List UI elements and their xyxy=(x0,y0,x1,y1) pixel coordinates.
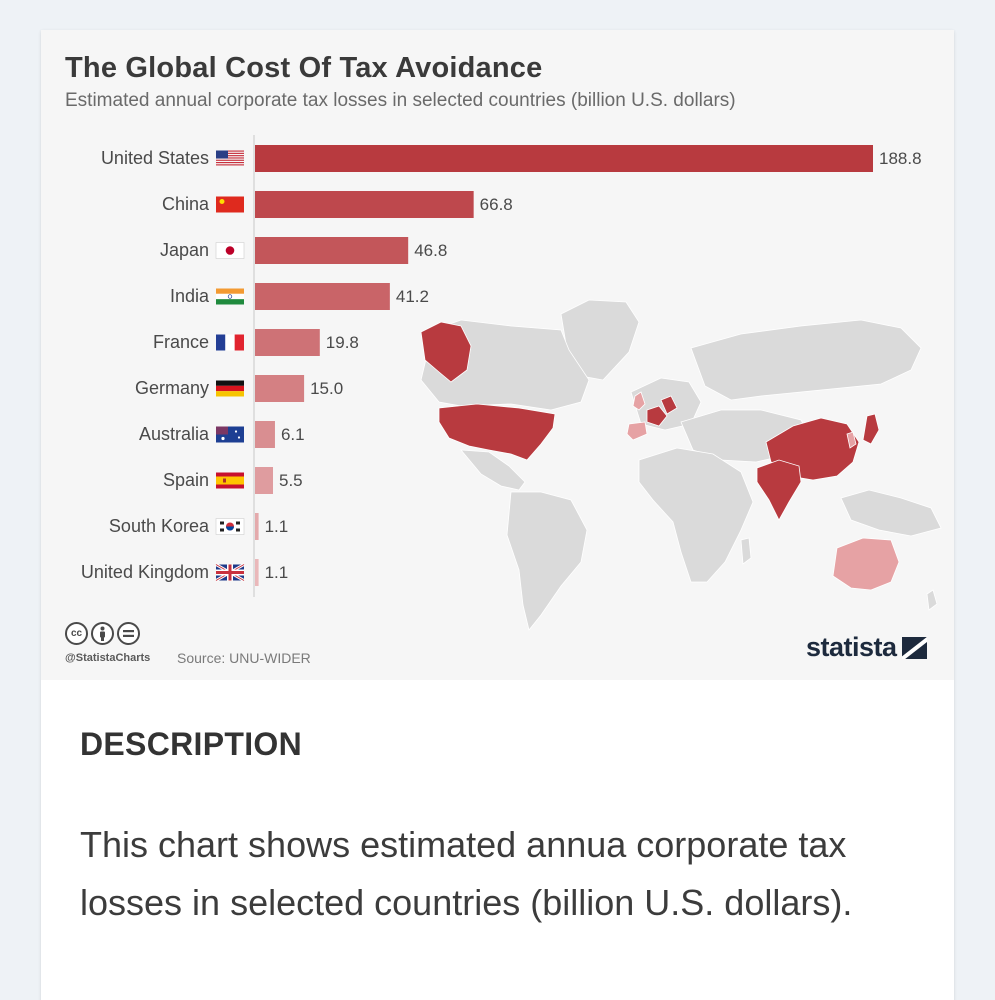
map-region-australia xyxy=(832,537,900,591)
australia-flag-icon xyxy=(216,426,244,443)
chart-panel: United States 188.8 China 66.8 Japan 46.8 Indi… xyxy=(41,30,954,680)
map-region-spain xyxy=(626,421,648,441)
map-region-germany xyxy=(660,395,678,415)
by-icon xyxy=(91,622,114,645)
us-flag-icon xyxy=(216,150,244,166)
bar-china[interactable] xyxy=(255,191,474,218)
nd-icon xyxy=(117,622,140,645)
category-label: Germany xyxy=(135,378,209,398)
value-label: 188.8 xyxy=(879,149,922,168)
statista-logo[interactable]: statista xyxy=(806,634,927,661)
chart-card: United States 188.8 China 66.8 Japan 46.8 Indi… xyxy=(41,30,954,1000)
bar-france[interactable] xyxy=(255,329,320,356)
value-label: 66.8 xyxy=(480,195,513,214)
map-region-france xyxy=(646,405,668,427)
value-label: 46.8 xyxy=(414,241,447,260)
china-flag-icon xyxy=(216,196,244,213)
category-label: France xyxy=(153,332,209,352)
bar-united-states[interactable] xyxy=(255,145,873,172)
uk-flag-icon xyxy=(215,563,245,582)
description-heading: DESCRIPTION xyxy=(80,726,302,762)
statista-logo-text: statista xyxy=(806,632,897,662)
value-label: 41.2 xyxy=(396,287,429,306)
bar-india[interactable] xyxy=(255,283,390,310)
chart-title: The Global Cost Of Tax Avoidance xyxy=(65,52,543,84)
category-label: United Kingdom xyxy=(81,562,209,582)
map-region-new-zealand xyxy=(926,589,938,611)
japan-flag-icon xyxy=(215,242,245,259)
map-region-uk xyxy=(632,391,646,411)
value-label: 1.1 xyxy=(265,563,289,582)
bar-spain[interactable] xyxy=(255,467,274,494)
world-map xyxy=(420,299,942,631)
category-label: United States xyxy=(101,148,209,168)
map-region-korea xyxy=(846,431,857,449)
map-region-south-america xyxy=(506,491,588,631)
map-region-usa xyxy=(438,403,556,461)
chart-svg: United States 188.8 China 66.8 Japan 46.8 Indi… xyxy=(81,135,942,631)
chart-source: Source: UNU-WIDER xyxy=(177,650,311,666)
bar-south-korea[interactable] xyxy=(255,513,259,540)
map-region-southeast-asia xyxy=(840,489,942,537)
value-label: 15.0 xyxy=(310,379,343,398)
bar-united-kingdom[interactable] xyxy=(255,559,259,586)
category-label: South Korea xyxy=(109,516,210,536)
value-label: 1.1 xyxy=(265,517,289,536)
spain-flag-icon xyxy=(216,472,244,489)
bar-japan[interactable] xyxy=(255,237,409,264)
description-text: This chart shows estimated annua corpora… xyxy=(80,824,853,923)
france-flag-icon xyxy=(216,334,244,351)
category-label: Australia xyxy=(139,424,210,444)
germany-flag-icon xyxy=(216,380,244,397)
map-region-africa xyxy=(638,447,754,583)
license-icons[interactable]: cc xyxy=(65,622,140,645)
map-region-alaska xyxy=(420,321,472,383)
map-region-mexico-central-america xyxy=(460,449,526,491)
india-flag-icon xyxy=(216,288,244,305)
value-label: 19.8 xyxy=(326,333,359,352)
chart-subtitle: Estimated annual corporate tax losses in… xyxy=(65,90,736,111)
map-region-madagascar xyxy=(740,537,752,565)
south-korea-flag-icon xyxy=(215,518,245,535)
statista-handle[interactable]: @StatistaCharts xyxy=(65,652,151,664)
value-label: 5.5 xyxy=(279,471,303,490)
bar-germany[interactable] xyxy=(255,375,305,402)
statista-logo-icon xyxy=(901,636,927,659)
category-label: China xyxy=(162,194,210,214)
map-region-india xyxy=(756,459,802,521)
map-region-japan xyxy=(862,413,880,445)
value-label: 6.1 xyxy=(281,425,305,444)
bar-series: United States 188.8 China 66.8 Japan 46.8 Indi… xyxy=(81,145,922,586)
category-label: Spain xyxy=(163,470,209,490)
bar-australia[interactable] xyxy=(255,421,275,448)
cc-icon: cc xyxy=(65,622,88,645)
category-label: India xyxy=(170,286,210,306)
category-label: Japan xyxy=(160,240,209,260)
map-region-russia-north-asia xyxy=(690,319,922,401)
